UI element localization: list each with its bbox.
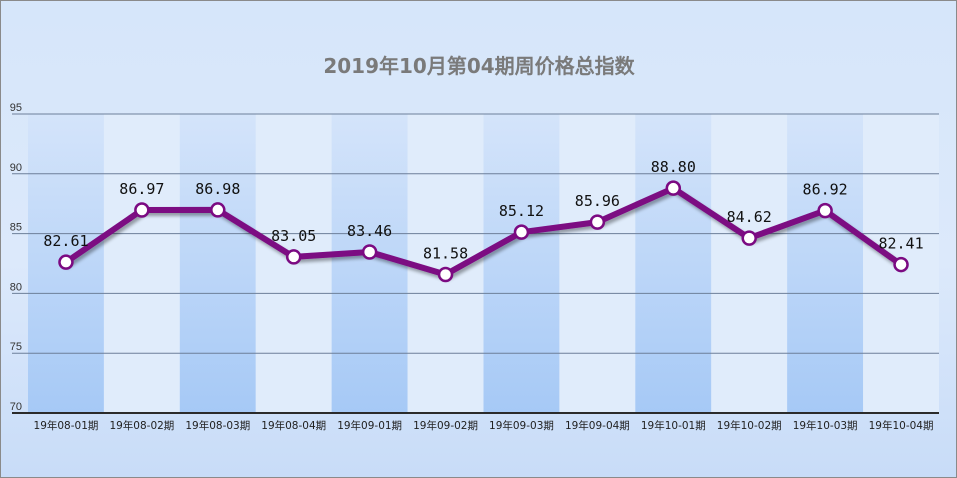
data-point: [513, 224, 530, 240]
background-band: [483, 114, 560, 413]
data-point: [58, 254, 74, 270]
data-point: [361, 244, 378, 260]
data-point: [134, 202, 150, 218]
data-point: [665, 180, 682, 196]
x-tick-label: 19年09-03期: [489, 419, 554, 432]
background-band: [331, 114, 408, 413]
x-tick-label: 19年08-03期: [185, 419, 250, 432]
series-line-group: [63, 185, 904, 278]
x-tick-label: 19年10-04期: [869, 419, 934, 432]
y-tick-label: 75: [10, 341, 22, 353]
series-line: [63, 185, 904, 278]
gridlines: [12, 113, 939, 414]
data-label: 83.05: [271, 227, 316, 245]
background-band: [407, 114, 484, 413]
x-tick-label: 19年10-02期: [717, 419, 782, 432]
data-point: [589, 214, 606, 230]
data-label: 88.80: [651, 158, 696, 176]
y-axis-tick-labels: 70 75 80 85 90 95: [10, 102, 22, 413]
background-band: [635, 114, 712, 413]
data-label: 83.46: [347, 222, 392, 240]
x-tick-label: 19年09-01期: [337, 419, 402, 432]
data-label: 84.62: [727, 208, 772, 226]
data-label: 81.58: [423, 245, 468, 263]
x-tick-label: 19年08-04期: [261, 419, 326, 432]
data-labels: 82.61 86.97 86.98 83.05 83.46 81.58 85.12 85.96…: [43, 158, 923, 262]
data-label: 82.61: [43, 232, 88, 250]
data-points: [58, 180, 909, 283]
background-band: [787, 114, 864, 413]
x-tick-label: 19年08-01期: [34, 419, 99, 432]
y-tick-label: 90: [10, 162, 22, 174]
background-band: [103, 114, 180, 413]
data-point: [817, 202, 833, 219]
y-tick-label: 85: [10, 222, 22, 234]
background-band: [559, 114, 636, 413]
y-tick-label: 95: [10, 102, 22, 114]
data-point: [741, 230, 757, 246]
x-tick-label: 19年10-01期: [641, 419, 706, 432]
data-label: 86.98: [195, 180, 240, 198]
y-tick-label: 80: [10, 281, 22, 293]
data-point: [893, 256, 909, 273]
background-band: [179, 114, 256, 413]
plot-background-bands: [28, 114, 939, 413]
data-label: 82.41: [878, 235, 923, 253]
x-tick-label: 19年09-02期: [413, 419, 478, 432]
data-label: 85.96: [575, 192, 620, 210]
data-label: 86.97: [119, 180, 164, 198]
data-label: 86.92: [803, 181, 848, 199]
data-label: 85.12: [499, 202, 544, 220]
x-tick-label: 19年08-02期: [109, 419, 174, 432]
data-point: [437, 266, 454, 283]
x-axis-tick-labels: 19年08-01期 19年08-02期 19年08-03期 19年08-04期 19年0…: [34, 419, 934, 432]
x-tick-label: 19年10-03期: [793, 419, 858, 432]
background-band: [711, 114, 788, 413]
y-tick-label: 70: [10, 401, 22, 413]
chart-title: 2019年10月第04期周价格总指数: [323, 54, 635, 78]
data-point: [285, 249, 302, 265]
data-point: [210, 202, 226, 218]
x-tick-label: 19年09-04期: [565, 419, 630, 432]
